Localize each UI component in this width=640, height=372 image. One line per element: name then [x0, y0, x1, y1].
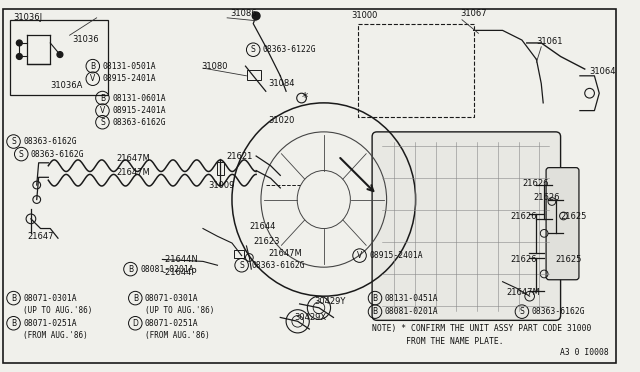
- Text: 08363-6162G: 08363-6162G: [112, 118, 166, 127]
- Text: S: S: [520, 307, 524, 316]
- Text: 21625: 21625: [556, 255, 582, 264]
- Text: 31084: 31084: [269, 79, 295, 88]
- Text: 31086: 31086: [230, 9, 257, 19]
- Text: S: S: [251, 45, 255, 54]
- Text: V: V: [357, 251, 362, 260]
- Text: 31080: 31080: [201, 62, 228, 71]
- Text: 31064: 31064: [589, 67, 616, 77]
- Text: 08915-2401A: 08915-2401A: [369, 251, 423, 260]
- Text: 21647: 21647: [27, 232, 54, 241]
- Text: 21647M: 21647M: [269, 249, 303, 258]
- Text: 08363-6162G: 08363-6162G: [23, 137, 77, 146]
- Text: S: S: [19, 150, 24, 158]
- Text: B: B: [372, 307, 378, 316]
- Text: 21625: 21625: [561, 212, 587, 221]
- Text: 21626: 21626: [522, 179, 548, 187]
- Text: V: V: [100, 106, 105, 115]
- Text: 31036J: 31036J: [13, 13, 43, 22]
- Text: 08131-0451A: 08131-0451A: [385, 294, 438, 302]
- Text: 30429X: 30429X: [295, 313, 327, 322]
- Text: B: B: [100, 93, 105, 103]
- Circle shape: [252, 12, 260, 20]
- Text: 30429Y: 30429Y: [314, 296, 346, 305]
- Text: V: V: [90, 74, 95, 83]
- Text: 31061: 31061: [536, 36, 563, 45]
- Text: 21647M: 21647M: [116, 154, 150, 163]
- Text: FROM THE NAME PLATE.: FROM THE NAME PLATE.: [372, 337, 504, 346]
- Circle shape: [17, 40, 22, 46]
- Text: 08081-0201A: 08081-0201A: [140, 264, 194, 274]
- Text: B: B: [372, 294, 378, 302]
- Text: 31036A: 31036A: [51, 81, 83, 90]
- Text: 31020: 31020: [269, 116, 295, 125]
- Bar: [216, 162, 224, 175]
- Text: 21647M: 21647M: [506, 288, 540, 297]
- Text: (UP TO AUG.'86): (UP TO AUG.'86): [145, 306, 214, 315]
- Text: 08071-0251A: 08071-0251A: [145, 319, 198, 328]
- Text: -21644N: -21644N: [163, 255, 198, 264]
- Text: S: S: [11, 137, 16, 146]
- Text: 21644: 21644: [250, 222, 276, 231]
- Text: 21621: 21621: [226, 151, 253, 161]
- Bar: [10, 20, 108, 95]
- Text: 08081-0201A: 08081-0201A: [385, 307, 438, 316]
- Text: (FROM AUG.'86): (FROM AUG.'86): [23, 331, 88, 340]
- Text: 08071-0251A: 08071-0251A: [23, 319, 77, 328]
- Text: 21647M: 21647M: [116, 168, 150, 177]
- Text: -21644P: -21644P: [163, 269, 197, 278]
- Text: A3 0 I0008: A3 0 I0008: [560, 348, 609, 357]
- FancyBboxPatch shape: [546, 168, 579, 280]
- Text: 08131-0501A: 08131-0501A: [102, 62, 156, 71]
- Text: 21623: 21623: [253, 237, 280, 246]
- Text: D: D: [132, 319, 138, 328]
- Text: 08071-0301A: 08071-0301A: [23, 294, 77, 302]
- Circle shape: [17, 54, 22, 60]
- Text: 08363-6162G: 08363-6162G: [31, 150, 84, 158]
- Text: 08071-0301A: 08071-0301A: [145, 294, 198, 302]
- Bar: [234, 250, 244, 257]
- Bar: [248, 70, 261, 80]
- Text: 31009: 31009: [209, 180, 235, 189]
- Text: 08915-2401A: 08915-2401A: [102, 74, 156, 83]
- Text: B: B: [11, 319, 16, 328]
- Text: 21626: 21626: [534, 193, 560, 202]
- Text: 08363-6162G: 08363-6162G: [252, 261, 305, 270]
- Text: 31000: 31000: [351, 12, 377, 20]
- Text: NOTE) * CONFIRM THE UNIT ASSY PART CODE 31000: NOTE) * CONFIRM THE UNIT ASSY PART CODE …: [372, 324, 591, 333]
- Text: B: B: [132, 294, 138, 302]
- Text: B: B: [90, 62, 95, 71]
- Text: 08363-6122G: 08363-6122G: [263, 45, 317, 54]
- Text: (UP TO AUG.'86): (UP TO AUG.'86): [23, 306, 93, 315]
- Text: 21626: 21626: [510, 255, 537, 264]
- Text: B: B: [128, 264, 133, 274]
- Text: S: S: [239, 261, 244, 270]
- Text: 31067: 31067: [460, 9, 486, 19]
- Text: 08915-2401A: 08915-2401A: [112, 106, 166, 115]
- FancyBboxPatch shape: [372, 132, 561, 320]
- Circle shape: [57, 52, 63, 57]
- Text: B: B: [11, 294, 16, 302]
- Text: 08363-6162G: 08363-6162G: [532, 307, 585, 316]
- Text: (FROM AUG.'86): (FROM AUG.'86): [145, 331, 210, 340]
- Text: 31036: 31036: [72, 35, 99, 44]
- Text: S: S: [100, 118, 105, 127]
- Text: 21626: 21626: [510, 212, 537, 221]
- Text: *: *: [301, 90, 308, 103]
- Text: 08131-0601A: 08131-0601A: [112, 93, 166, 103]
